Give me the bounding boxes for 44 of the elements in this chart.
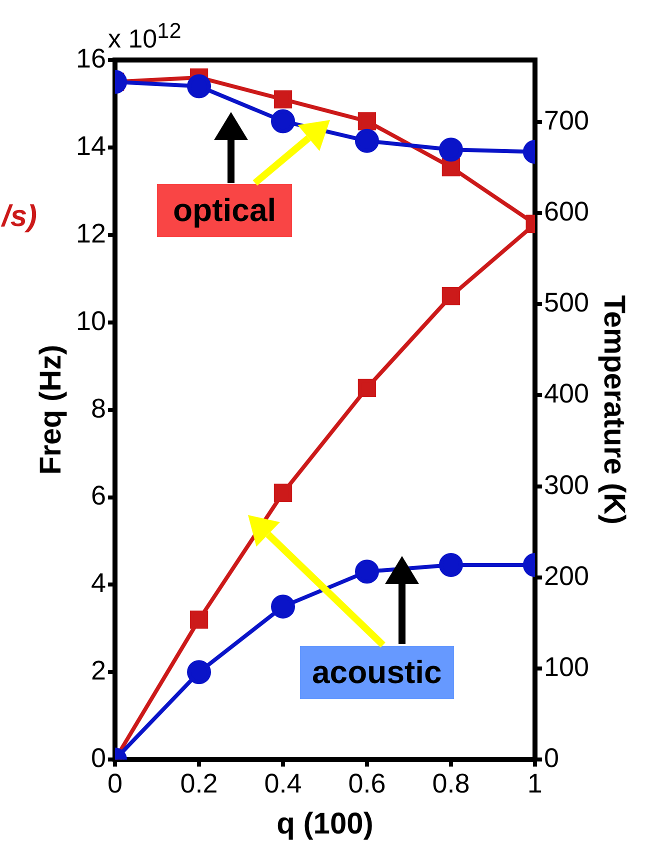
x-tick-label: 0.8 [432,768,470,798]
y2-tick-label: 0 [544,743,559,774]
y-tick-label: 10 [76,306,106,336]
y2-tick-label: 100 [544,652,590,682]
point [438,553,463,578]
y-tick-label: 8 [91,393,106,424]
point [187,660,212,684]
y2-tick-label: 400 [544,378,590,409]
point [190,610,208,629]
point [271,109,295,134]
point [358,378,376,398]
point [442,158,460,176]
y-axis-title: Freq (Hz) [34,344,68,475]
point [354,128,379,153]
y-tick-label: 2 [91,656,106,686]
point [187,74,212,98]
x-tick-label: 0.4 [264,768,302,798]
y2-axis-title: Temperature (K) [598,295,631,525]
y-tick-label: 6 [91,480,106,511]
y-tick-label: 14 [76,130,106,161]
text: x 10$^{12}$ [108,18,182,55]
y2-tick-label: 600 [544,196,590,226]
annotation: optical [157,184,292,237]
x-tick-label: 0.6 [348,768,386,798]
point [438,138,463,162]
point [442,287,460,306]
y-tick-label: 0 [91,743,106,774]
text: /s) [2,200,38,234]
y2-tick-label: 500 [544,288,590,318]
x-tick-label: 1 [527,768,542,798]
y-tick-label: 12 [76,218,106,248]
y2-tick-label: 300 [544,470,590,500]
point [358,112,376,130]
point [271,594,295,619]
point [354,560,379,584]
y-tick-label: 16 [76,43,106,74]
point [274,484,292,502]
y-tick-label: 4 [91,568,106,598]
y2-tick-label: 200 [544,560,590,591]
annotation: acoustic [300,646,454,699]
x-tick-label: 0.2 [180,768,218,798]
x-axis-title: q (100) [276,807,374,840]
y2-tick-label: 700 [544,105,590,136]
point [274,90,292,108]
